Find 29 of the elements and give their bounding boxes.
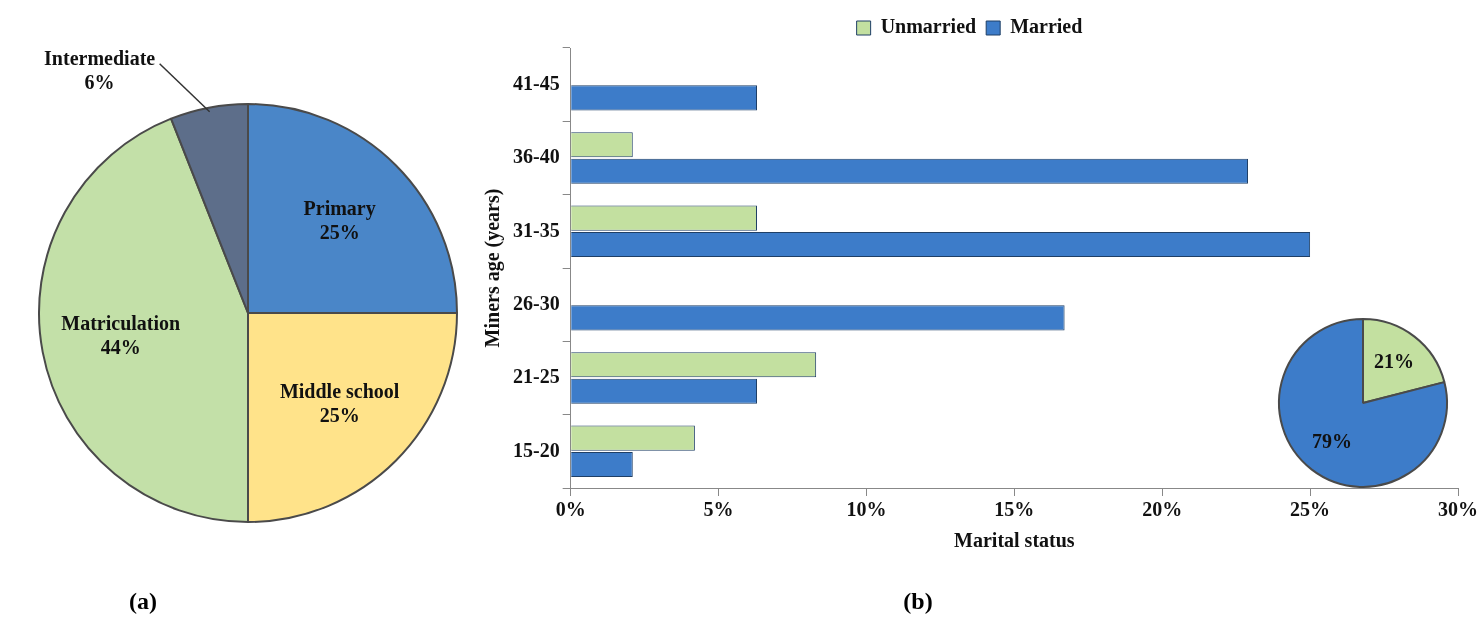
slice-label: Primary bbox=[303, 196, 376, 220]
slice-label: Matriculation bbox=[61, 312, 181, 335]
y-axis-title: Miners age (years) bbox=[481, 188, 505, 348]
y-tick-label: 31-35 bbox=[512, 218, 560, 241]
text: (b) bbox=[902, 588, 934, 615]
data-label: 6% bbox=[84, 70, 115, 93]
legend-label: Married bbox=[1010, 15, 1083, 38]
data-label: 25% bbox=[319, 403, 360, 426]
y-tick-label: 41-45 bbox=[512, 71, 560, 94]
y-tick-label: 36-40 bbox=[512, 145, 560, 168]
y-tick-label: 26-30 bbox=[512, 291, 560, 314]
y-tick-label: 15-20 bbox=[512, 438, 560, 461]
slice-label: Intermediate bbox=[44, 46, 156, 69]
x-axis-title: Marital status bbox=[954, 529, 1075, 552]
data-label: 25% bbox=[319, 220, 360, 243]
data-label: 44% bbox=[100, 336, 141, 359]
slice-label: Middle school bbox=[279, 379, 400, 402]
legend-label: Unmarried bbox=[880, 15, 977, 38]
x-tick-label: 15% bbox=[994, 498, 1035, 521]
x-tick-label: 30% bbox=[1438, 498, 1478, 521]
x-tick-label: 0% bbox=[555, 498, 586, 521]
x-tick-label: 10% bbox=[846, 498, 887, 521]
text: (a) bbox=[128, 588, 158, 615]
y-tick-label: 21-25 bbox=[512, 365, 560, 388]
x-tick-label: 5% bbox=[703, 498, 734, 521]
x-tick-label: 20% bbox=[1142, 498, 1183, 521]
data-label: 79% bbox=[1312, 430, 1353, 452]
x-tick-label: 25% bbox=[1290, 498, 1331, 521]
data-label: 21% bbox=[1373, 350, 1414, 373]
